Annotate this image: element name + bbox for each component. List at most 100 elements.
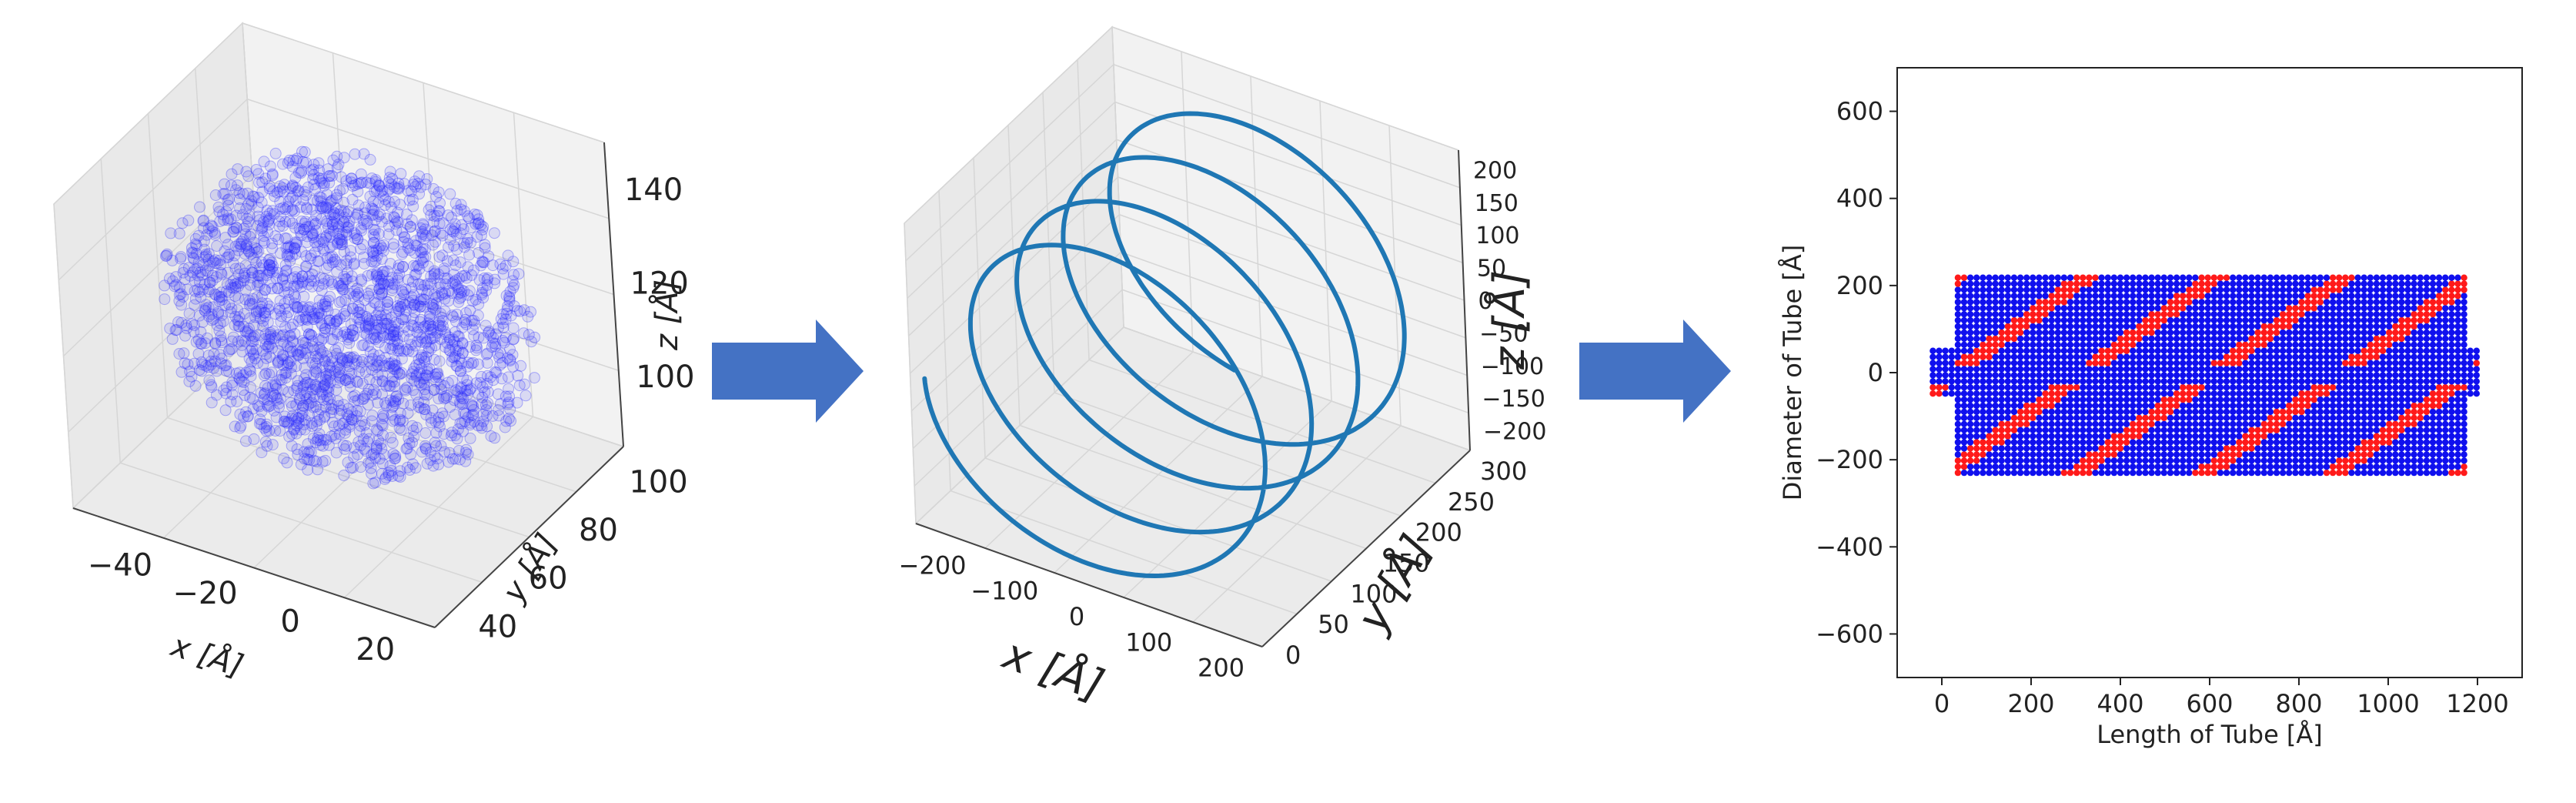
- blue-point: [2442, 469, 2449, 477]
- blue-point: [2092, 347, 2099, 354]
- blue-point: [1973, 305, 1980, 312]
- blue-point: [2348, 469, 2355, 477]
- red-point: [2098, 457, 2105, 464]
- scatter-point: [453, 293, 466, 305]
- scatter-point: [388, 330, 400, 343]
- blue-point: [2123, 451, 2130, 458]
- blue-point: [2054, 427, 2061, 433]
- scatter-point: [240, 435, 252, 447]
- red-point: [2367, 341, 2374, 348]
- blue-point: [2023, 305, 2030, 312]
- blue-point: [2186, 427, 2193, 433]
- blue-point: [2136, 286, 2143, 293]
- scatter-point: [386, 272, 399, 284]
- blue-point: [2054, 402, 2061, 410]
- blue-point: [2123, 457, 2130, 464]
- blue-point: [2130, 305, 2137, 312]
- blue-point: [2010, 299, 2018, 306]
- red-point: [2323, 286, 2330, 293]
- blue-point: [2098, 372, 2105, 379]
- blue-point: [2092, 469, 2099, 477]
- blue-point: [2417, 439, 2424, 446]
- blue-point: [2223, 439, 2230, 446]
- blue-point: [2317, 347, 2324, 354]
- blue-point: [1986, 360, 1993, 366]
- scatter-point: [335, 404, 347, 417]
- blue-point: [2392, 274, 2399, 281]
- blue-point: [2298, 439, 2305, 446]
- blue-point: [2016, 427, 2024, 433]
- blue-point: [2086, 408, 2093, 416]
- blue-point: [2173, 347, 2180, 354]
- blue-point: [2136, 366, 2143, 373]
- blue-point: [2442, 316, 2449, 324]
- blue-point: [2292, 323, 2299, 330]
- blue-point: [1966, 439, 1974, 446]
- scatter-point: [195, 338, 208, 350]
- blue-point: [2123, 463, 2130, 470]
- scatter-point: [235, 238, 247, 250]
- blue-point: [2360, 286, 2367, 293]
- blue-point: [2186, 372, 2193, 379]
- blue-point: [2060, 408, 2068, 416]
- blue-point: [2016, 305, 2024, 312]
- blue-point: [2435, 439, 2443, 446]
- blue-point: [2073, 408, 2080, 416]
- red-point: [1942, 384, 1949, 391]
- scatter-point: [161, 249, 172, 262]
- red-point: [2192, 280, 2199, 287]
- blue-point: [1998, 366, 2005, 373]
- scatter-point: [456, 336, 469, 349]
- blue-point: [2317, 353, 2324, 360]
- red-point: [2279, 323, 2287, 330]
- blue-point: [2348, 378, 2355, 385]
- blue-point: [2123, 293, 2130, 299]
- blue-point: [2160, 329, 2167, 336]
- red-point: [2204, 463, 2211, 470]
- scatter-point: [251, 279, 263, 292]
- blue-point: [2304, 451, 2311, 458]
- blue-point: [2066, 329, 2074, 336]
- scatter-point: [277, 359, 289, 371]
- scatter-point: [413, 353, 425, 366]
- scatter-point: [477, 332, 489, 344]
- blue-point: [1986, 311, 1993, 318]
- z-tick-label: 100: [636, 360, 694, 395]
- scatter-point: [240, 202, 252, 215]
- blue-point: [1966, 433, 1974, 440]
- blue-point: [2373, 408, 2381, 416]
- blue-point: [2210, 293, 2217, 299]
- scatter-point: [322, 439, 335, 451]
- red-point: [2442, 396, 2449, 403]
- blue-point: [2073, 457, 2080, 464]
- blue-point: [2267, 305, 2274, 312]
- blue-point: [2317, 457, 2324, 464]
- blue-point: [2204, 347, 2211, 354]
- red-point: [2279, 311, 2287, 318]
- blue-point: [2030, 335, 2036, 343]
- red-point: [2092, 451, 2099, 458]
- scatter-point: [214, 216, 226, 227]
- blue-point: [2392, 366, 2399, 373]
- blue-point: [2429, 445, 2437, 452]
- blue-point: [1960, 286, 1968, 293]
- blue-point: [2223, 347, 2230, 354]
- scatter-point: [327, 333, 339, 346]
- blue-point: [2210, 323, 2217, 330]
- blue-point: [2204, 360, 2211, 366]
- blue-point: [2423, 286, 2431, 293]
- red-point: [2186, 286, 2193, 293]
- red-point: [2354, 360, 2361, 366]
- scatter-point: [419, 333, 431, 344]
- blue-point: [1954, 439, 1962, 446]
- blue-point: [2354, 293, 2361, 299]
- blue-point: [2248, 305, 2255, 312]
- blue-point: [2404, 311, 2411, 318]
- red-point: [2417, 316, 2424, 324]
- red-point: [2442, 299, 2449, 306]
- scatter-point: [290, 238, 302, 250]
- blue-point: [1986, 414, 1993, 421]
- blue-point: [2248, 372, 2255, 379]
- red-point: [1936, 384, 1943, 391]
- blue-point: [2442, 433, 2449, 440]
